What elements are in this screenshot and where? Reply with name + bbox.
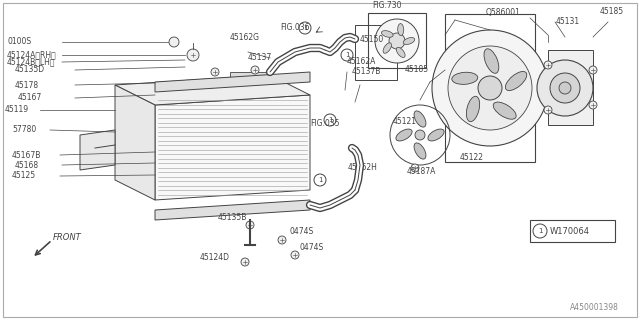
Text: 45122: 45122 — [460, 154, 484, 163]
Ellipse shape — [484, 49, 499, 73]
Circle shape — [544, 61, 552, 69]
Ellipse shape — [493, 102, 516, 119]
Text: 1: 1 — [303, 25, 307, 31]
Circle shape — [278, 236, 286, 244]
Polygon shape — [155, 72, 310, 92]
Ellipse shape — [397, 24, 404, 36]
Text: FIG.730: FIG.730 — [372, 2, 401, 11]
Circle shape — [432, 30, 548, 146]
Circle shape — [375, 19, 419, 63]
Ellipse shape — [452, 72, 478, 84]
Text: 45121: 45121 — [393, 117, 417, 126]
Circle shape — [169, 37, 179, 47]
Ellipse shape — [467, 96, 479, 122]
Text: A450001398: A450001398 — [570, 303, 619, 313]
Circle shape — [299, 22, 311, 34]
Text: 0474S: 0474S — [290, 228, 314, 236]
Ellipse shape — [414, 143, 426, 159]
Circle shape — [241, 258, 249, 266]
Bar — [530, 220, 615, 242]
Text: 45124B〈LH〉: 45124B〈LH〉 — [7, 58, 56, 67]
Text: 45124A〈RH〉: 45124A〈RH〉 — [7, 51, 57, 60]
Text: 1: 1 — [345, 52, 349, 58]
Ellipse shape — [428, 129, 444, 141]
Text: FIG.036: FIG.036 — [280, 23, 310, 33]
Text: 45131: 45131 — [556, 18, 580, 27]
Bar — [445, 14, 535, 162]
Circle shape — [550, 73, 580, 103]
Bar — [368, 13, 426, 68]
Text: 45150: 45150 — [360, 36, 384, 44]
Text: 1: 1 — [538, 228, 542, 234]
Text: 45167B: 45167B — [12, 150, 42, 159]
Text: 45162A: 45162A — [347, 58, 376, 67]
Text: FIG.035: FIG.035 — [310, 118, 339, 127]
Circle shape — [314, 174, 326, 186]
Circle shape — [211, 68, 219, 76]
Circle shape — [544, 106, 552, 114]
Text: Q586001: Q586001 — [486, 7, 521, 17]
Bar — [230, 72, 270, 82]
Text: 45167: 45167 — [18, 93, 42, 102]
Circle shape — [187, 49, 199, 61]
Text: 45135D: 45135D — [15, 66, 45, 75]
Text: 1: 1 — [328, 117, 332, 123]
Polygon shape — [115, 85, 155, 200]
Polygon shape — [80, 130, 115, 170]
Circle shape — [189, 51, 197, 59]
Circle shape — [559, 82, 571, 94]
Circle shape — [251, 66, 259, 74]
Circle shape — [411, 164, 419, 172]
Text: 45168: 45168 — [15, 161, 39, 170]
Text: 45185: 45185 — [405, 66, 429, 75]
Circle shape — [324, 114, 336, 126]
Text: 0100S: 0100S — [7, 37, 31, 46]
Text: 45162G: 45162G — [230, 34, 260, 43]
Circle shape — [589, 66, 597, 74]
Text: FRONT: FRONT — [53, 234, 82, 243]
Circle shape — [246, 221, 254, 229]
Text: 45124D: 45124D — [200, 253, 230, 262]
Text: 45119: 45119 — [5, 106, 29, 115]
Text: 45125: 45125 — [12, 172, 36, 180]
Text: 45135B: 45135B — [218, 213, 248, 222]
Polygon shape — [155, 95, 310, 200]
Ellipse shape — [396, 129, 412, 141]
Ellipse shape — [414, 111, 426, 127]
Circle shape — [478, 76, 502, 100]
Text: 45178: 45178 — [15, 81, 39, 90]
Ellipse shape — [383, 43, 392, 53]
Text: 0474S: 0474S — [300, 244, 324, 252]
Text: 45185: 45185 — [600, 7, 624, 17]
Text: 45187A: 45187A — [407, 167, 436, 177]
Circle shape — [389, 33, 405, 49]
Text: 57780: 57780 — [12, 125, 36, 134]
Circle shape — [533, 224, 547, 238]
Text: 45137: 45137 — [248, 53, 272, 62]
Circle shape — [448, 46, 532, 130]
Bar — [355, 25, 397, 80]
Circle shape — [589, 101, 597, 109]
Circle shape — [537, 60, 593, 116]
Ellipse shape — [381, 31, 393, 37]
Circle shape — [291, 251, 299, 259]
Ellipse shape — [403, 37, 415, 44]
Circle shape — [341, 49, 353, 61]
Bar — [548, 50, 593, 125]
Text: 1: 1 — [317, 177, 323, 183]
Text: 45162H: 45162H — [348, 164, 378, 172]
Polygon shape — [115, 75, 310, 105]
Text: W170064: W170064 — [550, 227, 590, 236]
Text: 45137B: 45137B — [352, 68, 381, 76]
Circle shape — [415, 130, 425, 140]
Polygon shape — [155, 200, 310, 220]
Ellipse shape — [396, 47, 405, 58]
Ellipse shape — [506, 71, 527, 91]
